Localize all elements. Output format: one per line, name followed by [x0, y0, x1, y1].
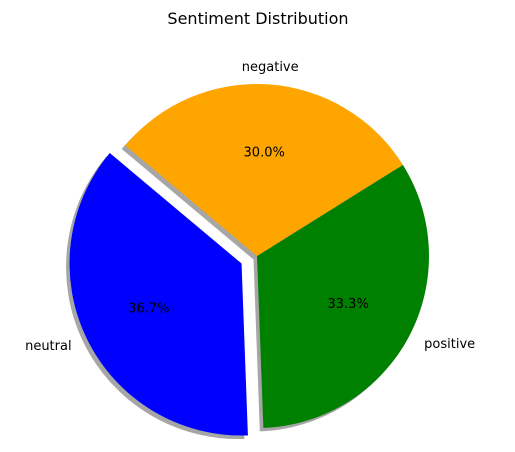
- slice-label-positive: positive: [424, 337, 475, 352]
- slice-percent-neutral: 36.7%: [128, 301, 169, 316]
- pie-slice-negative: [125, 84, 403, 256]
- pie-slice-positive: [257, 164, 429, 428]
- slice-layer: [69, 84, 429, 436]
- pie-slice-neutral: [69, 152, 248, 436]
- slice-label-neutral: neutral: [25, 339, 72, 354]
- chart-title: Sentiment Distribution: [167, 9, 348, 28]
- slice-label-negative: negative: [242, 60, 299, 75]
- slice-percent-positive: 33.3%: [328, 297, 369, 312]
- text-layer: neutral 36.7% positive 33.3% negative 30.0%: [25, 60, 475, 354]
- slice-percent-negative: 30.0%: [244, 146, 285, 161]
